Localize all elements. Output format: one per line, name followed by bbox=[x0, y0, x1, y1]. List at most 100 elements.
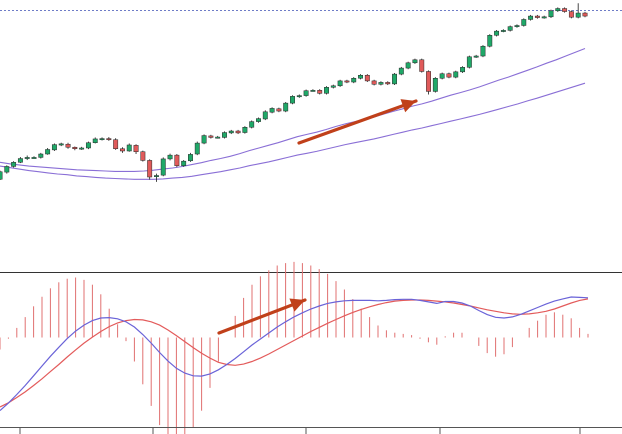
candle-body bbox=[330, 85, 336, 88]
candle-body bbox=[17, 158, 23, 163]
moving-average-line-2 bbox=[0, 82, 586, 180]
candle-body bbox=[364, 74, 370, 82]
candle-body bbox=[208, 135, 214, 138]
candle-body bbox=[494, 30, 500, 36]
candle-body bbox=[412, 59, 418, 64]
candle-body bbox=[154, 175, 159, 177]
candle-body bbox=[119, 148, 125, 152]
macd-panel bbox=[0, 261, 589, 434]
macd-trend-arrow-head bbox=[289, 298, 305, 312]
candle-body bbox=[256, 118, 261, 122]
candle-body bbox=[392, 73, 397, 85]
candle-body bbox=[582, 12, 588, 17]
candle-body bbox=[160, 158, 166, 176]
candle-body bbox=[487, 35, 493, 47]
candle-body bbox=[31, 157, 37, 159]
candle-body bbox=[405, 62, 411, 69]
candle-body bbox=[385, 82, 391, 85]
candle-body bbox=[126, 144, 132, 152]
candle-body bbox=[51, 144, 57, 151]
candle-body bbox=[72, 146, 78, 149]
candle-body bbox=[262, 111, 268, 120]
candle-body bbox=[344, 80, 350, 83]
candle-body bbox=[378, 82, 384, 85]
price-trend-arrow-head bbox=[400, 99, 416, 113]
candle-body bbox=[201, 135, 207, 144]
candle-body bbox=[534, 15, 540, 18]
candle-body bbox=[65, 143, 71, 148]
candle-body bbox=[507, 26, 513, 31]
candle-body bbox=[296, 95, 302, 98]
candle-body bbox=[99, 138, 105, 141]
candle-body bbox=[426, 71, 431, 92]
candle-body bbox=[521, 19, 527, 26]
candle-body bbox=[242, 127, 248, 133]
candle-body bbox=[167, 154, 173, 160]
candle-body bbox=[194, 142, 200, 155]
candle-body bbox=[439, 73, 445, 79]
trend-arrows bbox=[217, 99, 418, 335]
time-axis-ticks bbox=[19, 427, 581, 434]
candle-body bbox=[453, 71, 459, 78]
candle-body bbox=[310, 90, 316, 92]
price-panel bbox=[0, 3, 622, 182]
candle-body bbox=[113, 139, 119, 149]
candle-body bbox=[480, 45, 486, 57]
candle-body bbox=[303, 90, 309, 96]
macd-signal-line bbox=[0, 298, 589, 408]
candle-body bbox=[249, 121, 255, 128]
macd-line bbox=[0, 296, 589, 412]
candle-body bbox=[371, 80, 377, 85]
candle-body bbox=[92, 138, 98, 143]
candle-body bbox=[568, 11, 574, 18]
candle-body bbox=[228, 130, 234, 134]
candle-body bbox=[38, 153, 44, 158]
candle-body bbox=[58, 143, 64, 146]
candle-body bbox=[541, 16, 547, 19]
candle-body bbox=[351, 78, 357, 83]
candle-body bbox=[79, 147, 85, 150]
candle-body bbox=[11, 162, 17, 167]
candle-body bbox=[446, 73, 452, 78]
candle-body bbox=[575, 12, 581, 18]
candle-body bbox=[283, 102, 289, 112]
candle-body bbox=[317, 90, 323, 94]
candle-body bbox=[215, 136, 221, 139]
candle-body bbox=[290, 96, 295, 104]
price-trend-arrow bbox=[297, 99, 418, 145]
candle-body bbox=[174, 154, 180, 166]
candle-body bbox=[269, 108, 275, 113]
candle-body bbox=[222, 132, 227, 138]
candle-body bbox=[500, 30, 506, 32]
candle-body bbox=[358, 74, 363, 79]
candle-body bbox=[45, 149, 51, 155]
candle-body bbox=[0, 171, 3, 180]
candle-body bbox=[235, 130, 241, 134]
candle-body bbox=[106, 138, 112, 141]
candle-body bbox=[548, 10, 554, 18]
candle-body bbox=[466, 56, 472, 68]
candle-body bbox=[188, 154, 193, 162]
candle-body bbox=[181, 160, 187, 166]
candle-body bbox=[133, 145, 139, 153]
candle-body bbox=[276, 108, 282, 112]
candle-body bbox=[528, 15, 534, 20]
candle-body bbox=[432, 78, 438, 92]
candle-body bbox=[337, 80, 343, 87]
candle-body bbox=[555, 8, 561, 12]
candle-body bbox=[460, 67, 466, 73]
candle-body bbox=[324, 87, 329, 94]
candle-body bbox=[473, 55, 479, 58]
candle-body bbox=[398, 67, 404, 75]
macd-trend-arrow bbox=[217, 298, 307, 335]
candle-body bbox=[562, 8, 568, 12]
candle-body bbox=[85, 142, 91, 149]
candle-body bbox=[514, 25, 520, 27]
moving-average-line-1 bbox=[0, 47, 586, 172]
candle-body bbox=[140, 151, 146, 161]
candle-body bbox=[419, 59, 425, 72]
candle-body bbox=[147, 160, 153, 178]
candle-body bbox=[4, 166, 10, 173]
candle-body bbox=[24, 157, 30, 159]
